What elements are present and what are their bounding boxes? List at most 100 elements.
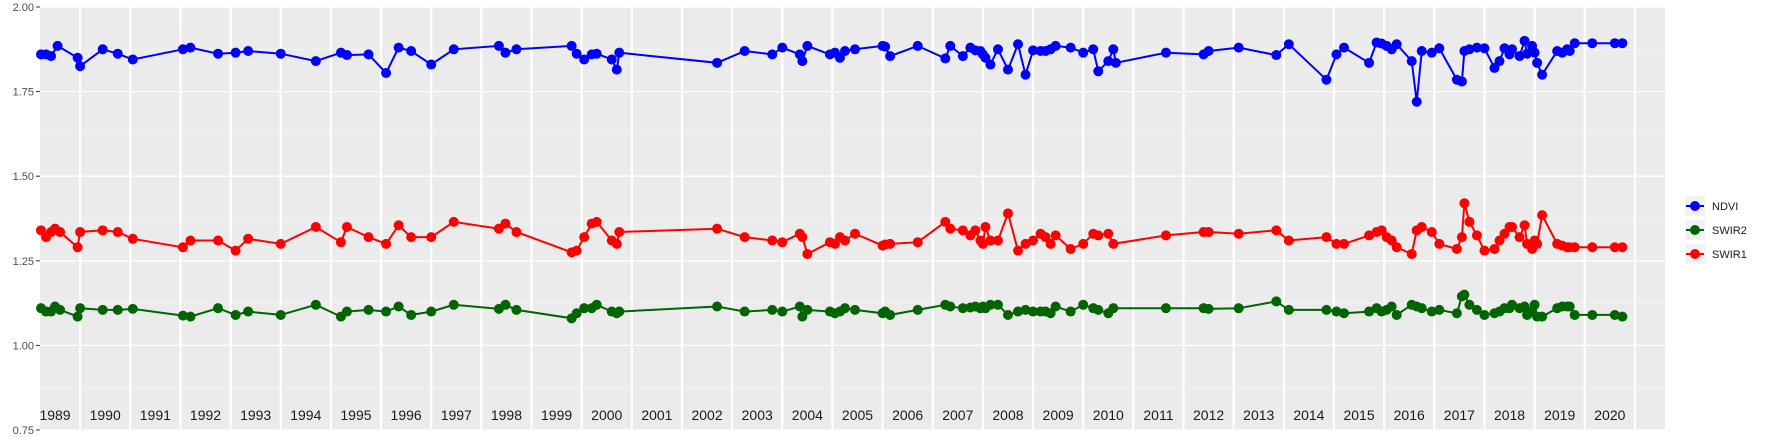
legend: NDVI SWIR2 SWIR1 xyxy=(1685,196,1747,264)
data-point-swir1 xyxy=(739,232,750,243)
data-point-swir2 xyxy=(802,304,813,315)
data-point-ndvi xyxy=(1471,42,1482,53)
data-point-swir2 xyxy=(1002,309,1013,320)
data-point-swir1 xyxy=(1569,242,1580,253)
data-point-swir2 xyxy=(1203,303,1214,314)
data-point-swir1 xyxy=(511,227,522,238)
data-point-swir1 xyxy=(275,238,286,249)
data-point-swir1 xyxy=(1065,243,1076,254)
data-point-swir2 xyxy=(992,299,1003,310)
data-point-ndvi xyxy=(1110,57,1121,68)
data-point-swir1 xyxy=(500,218,511,229)
data-point-swir1 xyxy=(1364,230,1375,241)
data-point-swir2 xyxy=(1078,299,1089,310)
data-point-swir1 xyxy=(1451,243,1462,254)
minor-gridlines xyxy=(40,48,1665,389)
data-point-ndvi xyxy=(1203,45,1214,56)
data-point-swir1 xyxy=(1426,227,1437,238)
data-point-swir2 xyxy=(1364,306,1375,317)
data-point-ndvi xyxy=(1160,47,1171,58)
year-label: 1999 xyxy=(541,407,572,423)
data-point-swir1 xyxy=(1160,230,1171,241)
data-point-swir1 xyxy=(230,245,241,256)
data-point-ndvi xyxy=(606,54,617,65)
data-point-swir1 xyxy=(127,233,138,244)
data-point-swir2 xyxy=(1464,299,1475,310)
data-point-ndvi xyxy=(1519,35,1530,46)
data-point-swir1 xyxy=(1203,227,1214,238)
data-point-swir2 xyxy=(1479,309,1490,320)
data-point-swir1 xyxy=(1093,230,1104,241)
data-point-swir2 xyxy=(739,306,750,317)
data-point-ndvi xyxy=(1406,56,1417,67)
data-point-swir2 xyxy=(1451,308,1462,319)
data-point-swir2 xyxy=(1050,301,1061,312)
data-point-ndvi xyxy=(72,52,83,63)
data-point-swir1 xyxy=(1283,235,1294,246)
data-point-swir1 xyxy=(839,235,850,246)
legend-label-swir1: SWIR1 xyxy=(1712,249,1747,261)
year-label: 2002 xyxy=(691,407,722,423)
data-point-swir1 xyxy=(802,249,813,260)
data-point-swir2 xyxy=(1434,304,1445,315)
data-point-swir1 xyxy=(1617,242,1628,253)
data-point-swir2 xyxy=(1426,306,1437,317)
data-point-swir1 xyxy=(55,227,66,238)
data-point-ndvi xyxy=(912,40,923,51)
data-point-swir1 xyxy=(1532,238,1543,249)
data-point-swir1 xyxy=(426,232,437,243)
major-gridlines xyxy=(28,6,1665,431)
data-point-swir1 xyxy=(213,235,224,246)
data-point-swir2 xyxy=(1617,311,1628,322)
data-point-ndvi xyxy=(1088,44,1099,55)
data-point-swir1 xyxy=(310,221,321,232)
data-point-swir2 xyxy=(72,311,83,322)
data-point-ndvi xyxy=(75,61,86,72)
data-point-ndvi xyxy=(885,51,896,62)
year-label: 1994 xyxy=(290,407,321,423)
data-point-ndvi xyxy=(802,40,813,51)
year-label: 2010 xyxy=(1093,407,1124,423)
data-point-swir1 xyxy=(957,225,968,236)
data-point-swir2 xyxy=(1321,304,1332,315)
data-point-ndvi xyxy=(1002,64,1013,75)
data-point-ndvi xyxy=(945,40,956,51)
year-label: 1989 xyxy=(39,407,70,423)
data-point-ndvi xyxy=(363,49,374,60)
data-point-ndvi xyxy=(1078,47,1089,58)
data-point-swir1 xyxy=(1103,228,1114,239)
data-point-ndvi xyxy=(591,48,602,59)
data-point-swir1 xyxy=(1587,242,1598,253)
data-point-ndvi xyxy=(712,57,723,68)
data-point-ndvi xyxy=(243,45,254,56)
data-point-ndvi xyxy=(1271,50,1282,61)
year-label: 2000 xyxy=(591,407,622,423)
data-point-ndvi xyxy=(275,48,286,59)
data-point-swir1 xyxy=(1028,235,1039,246)
data-point-swir2 xyxy=(614,306,625,317)
data-point-ndvi xyxy=(500,47,511,58)
data-point-ndvi xyxy=(1093,66,1104,77)
data-point-swir1 xyxy=(1339,238,1350,249)
year-label: 2013 xyxy=(1243,407,1274,423)
legend-key-swir1 xyxy=(1690,249,1700,259)
data-point-ndvi xyxy=(1283,39,1294,50)
year-label: 2017 xyxy=(1444,407,1475,423)
year-label: 1995 xyxy=(340,407,371,423)
data-point-swir1 xyxy=(112,227,123,238)
data-point-swir1 xyxy=(1537,210,1548,221)
data-point-swir2 xyxy=(1271,296,1282,307)
data-point-swir1 xyxy=(1416,221,1427,232)
data-point-swir1 xyxy=(797,232,808,243)
data-point-ndvi xyxy=(611,64,622,75)
year-label: 2016 xyxy=(1394,407,1425,423)
data-point-ndvi xyxy=(448,44,459,55)
data-point-swir2 xyxy=(957,303,968,314)
data-point-swir1 xyxy=(1078,238,1089,249)
data-point-ndvi xyxy=(46,51,57,62)
data-point-swir2 xyxy=(885,309,896,320)
data-point-swir1 xyxy=(1013,245,1024,256)
data-point-swir1 xyxy=(980,221,991,232)
data-point-ndvi xyxy=(1020,69,1031,80)
data-point-swir1 xyxy=(97,225,108,236)
